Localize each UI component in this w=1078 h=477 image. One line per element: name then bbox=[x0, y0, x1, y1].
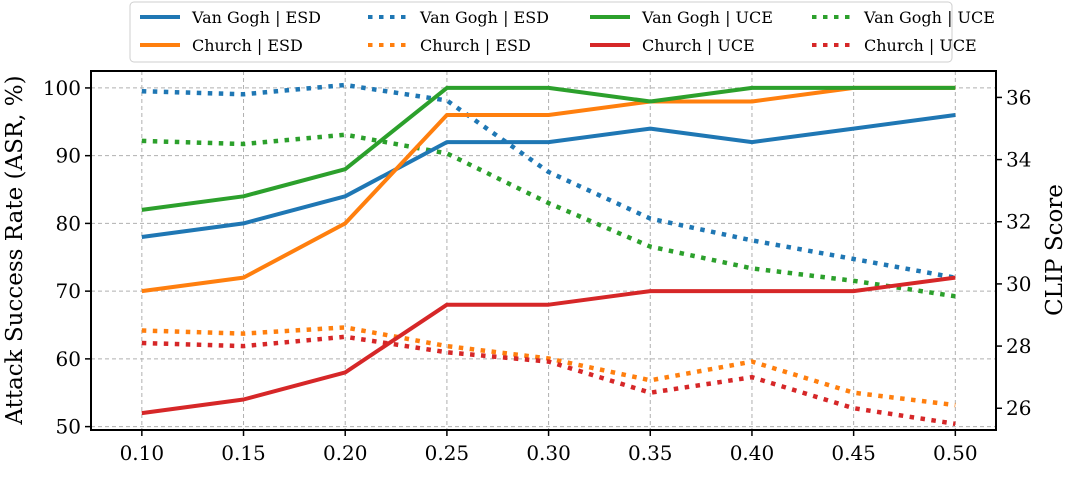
series-line-van-gogh-uce-solid bbox=[141, 85, 956, 212]
x-tick-label: 0.20 bbox=[323, 441, 368, 465]
y2-tick-label: 28 bbox=[1006, 334, 1031, 358]
legend-box bbox=[129, 1, 953, 63]
series-line-van-gogh-esd-dotted bbox=[141, 82, 956, 280]
grid bbox=[91, 71, 996, 430]
x-tick-label: 0.50 bbox=[933, 441, 978, 465]
x-tick-label: 0.35 bbox=[628, 441, 673, 465]
y2-tick-label: 30 bbox=[1006, 272, 1031, 296]
y2-tick-label: 32 bbox=[1006, 210, 1031, 234]
x-tick-label: 0.40 bbox=[730, 441, 775, 465]
y-tick-label: 80 bbox=[56, 211, 81, 235]
x-tick-label: 0.45 bbox=[831, 441, 876, 465]
series-line-church-uce-dotted bbox=[141, 334, 956, 427]
series-line-van-gogh-uce-dotted bbox=[141, 132, 956, 299]
y2-tick-label: 34 bbox=[1006, 148, 1031, 172]
y-tick-label: 100 bbox=[43, 76, 81, 100]
legend-label: Church | UCE bbox=[642, 36, 755, 55]
series-line-church-esd-solid bbox=[141, 85, 956, 294]
series-line-church-uce-solid bbox=[141, 275, 956, 416]
y2-tick-label: 26 bbox=[1006, 396, 1031, 420]
legend: Van Gogh | ESD Church | ESD Van Gogh | ESD… bbox=[129, 1, 995, 63]
legend-label: Church | UCE bbox=[864, 36, 977, 55]
legend-label: Van Gogh | ESD bbox=[191, 8, 321, 27]
y-tick-label: 90 bbox=[56, 144, 81, 168]
legend-label: Church | ESD bbox=[192, 36, 303, 55]
x-tick-label: 0.25 bbox=[425, 441, 470, 465]
y2-axis-label: CLIP Score bbox=[1042, 184, 1068, 316]
y-tick-label: 50 bbox=[56, 415, 81, 439]
x-axis: 0.10 0.15 0.20 0.25 0.30 0.35 0.40 0.45 0.50 bbox=[120, 430, 978, 465]
legend-label: Van Gogh | UCE bbox=[863, 8, 995, 27]
y-tick-label: 70 bbox=[56, 279, 81, 303]
x-tick-label: 0.15 bbox=[221, 441, 266, 465]
series-line-van-gogh-esd-solid bbox=[141, 113, 956, 239]
series-line-church-esd-dotted bbox=[141, 325, 956, 408]
plot-series bbox=[141, 82, 956, 427]
y-axis-left: 50 60 70 80 90 100 bbox=[43, 76, 91, 439]
plot-frame bbox=[90, 70, 997, 431]
y-axis-right: 26 28 30 32 34 36 bbox=[996, 85, 1031, 420]
x-tick-label: 0.30 bbox=[526, 441, 571, 465]
x-tick-label: 0.10 bbox=[120, 441, 165, 465]
legend-label: Church | ESD bbox=[420, 36, 531, 55]
y2-tick-label: 36 bbox=[1006, 85, 1031, 109]
legend-label: Van Gogh | ESD bbox=[419, 8, 549, 27]
legend-label: Van Gogh | UCE bbox=[641, 8, 773, 27]
y-axis-label: Attack Success Rate (ASR, %) bbox=[2, 75, 28, 425]
y-tick-label: 60 bbox=[56, 347, 81, 371]
